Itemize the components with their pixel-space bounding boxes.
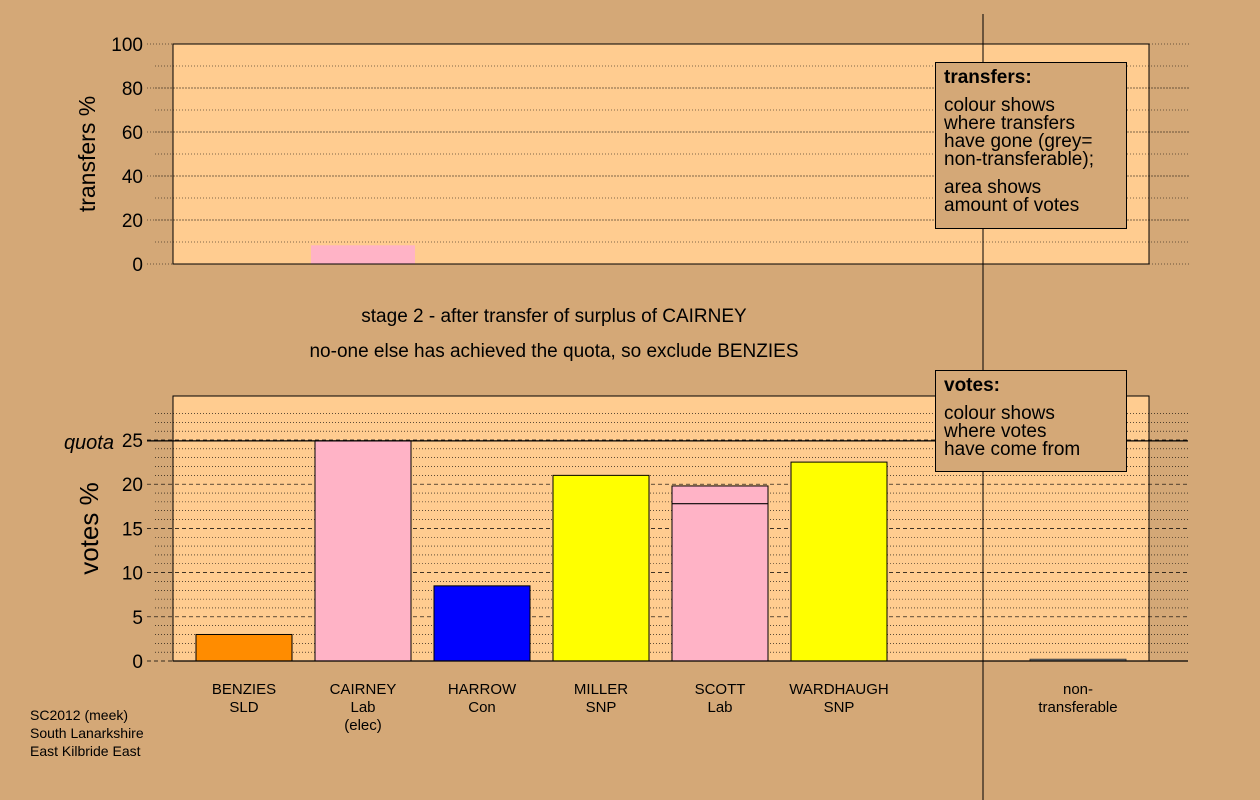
votes-legend-box: votes: colour shows where votes have com… — [935, 370, 1127, 472]
votes-tick-label: 25 — [122, 431, 143, 452]
votes-legend-text: colour shows where votes have come from — [944, 403, 1081, 460]
votes-bar — [552, 474, 650, 662]
votes-tick-label: 20 — [122, 475, 143, 496]
candidate-party-label: SNP — [586, 699, 617, 716]
transfers-axis-label: transfers % — [74, 96, 100, 212]
candidate-name-label: MILLER — [574, 681, 628, 698]
votes-bar — [790, 461, 888, 662]
votes-tick-label: 0 — [132, 652, 143, 673]
exclusion-caption: no-one else has achieved the quota, so e… — [309, 341, 799, 362]
votes-bar — [433, 585, 531, 662]
votes-legend-title: votes: — [944, 375, 1000, 396]
transfers-bar — [311, 245, 415, 264]
transfers-tick-label: 100 — [111, 35, 143, 56]
candidate-party-label: transferable — [1038, 699, 1117, 716]
votes-bar — [314, 440, 412, 662]
quota-label: quota — [64, 432, 114, 454]
transfers-legend-box: transfers: colour shows where transfers … — [935, 62, 1127, 229]
votes-tick-label: 5 — [132, 608, 143, 629]
votes-bar-transfer — [671, 485, 769, 505]
candidate-party-label: Lab — [350, 699, 375, 716]
transfers-tick-label: 20 — [122, 211, 143, 232]
transfers-legend-text-1: colour shows where transfers have gone (… — [944, 95, 1094, 170]
stage-caption: stage 2 - after transfer of surplus of C… — [361, 306, 747, 327]
candidate-party-label: Lab — [707, 699, 732, 716]
votes-axis-label: votes % — [74, 482, 104, 575]
candidate-note-label: (elec) — [344, 717, 382, 734]
footer-ward: East Kilbride East — [30, 743, 141, 759]
votes-bar — [671, 503, 769, 662]
candidate-party-label: SNP — [824, 699, 855, 716]
transfers-tick-label: 80 — [122, 79, 143, 100]
transfers-tick-label: 40 — [122, 167, 143, 188]
transfers-legend-title: transfers: — [944, 67, 1032, 88]
candidate-name-label: SCOTT — [695, 681, 746, 698]
candidate-party-label: Con — [468, 699, 496, 716]
transfers-tick-label: 60 — [122, 123, 143, 144]
transfers-legend-text-2: area shows amount of votes — [944, 177, 1080, 216]
candidate-name-label: BENZIES — [212, 681, 276, 698]
candidate-party-label: SLD — [229, 699, 258, 716]
footer-council: South Lanarkshire — [30, 725, 144, 741]
transfers-tick-label: 0 — [132, 255, 143, 276]
votes-tick-label: 10 — [122, 564, 143, 585]
footer-info: SC2012 (meek) South Lanarkshire East Kil… — [30, 706, 144, 760]
candidate-name-label: WARDHAUGH — [789, 681, 888, 698]
candidate-name-label: HARROW — [448, 681, 517, 698]
footer-election: SC2012 (meek) — [30, 707, 129, 723]
votes-bar — [195, 633, 293, 662]
candidate-name-label: CAIRNEY — [330, 681, 397, 698]
candidate-name-label: non- — [1063, 681, 1093, 698]
votes-tick-label: 15 — [122, 519, 143, 540]
